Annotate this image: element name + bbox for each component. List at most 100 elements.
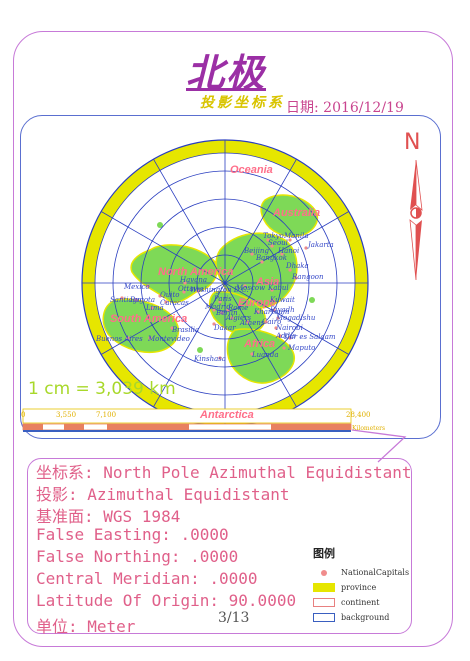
scale-bar: 0 3,550 7,100 28,400 Kilometers xyxy=(21,408,385,432)
city-label: Brasilia xyxy=(171,326,199,334)
legend-item-province: province xyxy=(313,580,413,595)
city-label: Montevideo xyxy=(147,335,190,343)
legend-label: NationalCapitals xyxy=(341,568,410,577)
info-unit: 单位: Meter xyxy=(36,617,136,636)
city-label: Lima xyxy=(145,304,164,312)
city-label: Mexico xyxy=(123,283,150,291)
north-arrow xyxy=(409,159,423,281)
city-label: Riyadh xyxy=(269,306,295,314)
island xyxy=(157,222,163,228)
city-label: Beijing xyxy=(243,247,269,255)
continent-label-antarctica: Antarctica xyxy=(199,409,254,421)
map-title: 北极 xyxy=(186,50,267,95)
land-australia xyxy=(260,194,319,238)
page-number: 3/13 xyxy=(218,610,250,626)
city-label: Quito xyxy=(160,291,180,299)
city-label: Bangkok xyxy=(255,254,287,262)
city-label: Hanoi xyxy=(277,247,299,255)
land-south-america xyxy=(102,298,180,354)
continent-label-oceania: Oceania xyxy=(230,164,273,176)
continent-label-australia: Australia xyxy=(272,207,320,219)
city-label: Kuwait xyxy=(269,296,295,304)
scale-tick: 28,400 xyxy=(346,411,371,419)
continent-label-africa: Africa xyxy=(243,338,275,350)
city-label: Washington D.C. xyxy=(190,286,249,294)
province-swatch-icon xyxy=(313,583,335,592)
island xyxy=(309,297,315,303)
legend: 图例 NationalCapitals province continent b… xyxy=(313,545,413,625)
info-latitude-origin: Latitude Of Origin: 90.0000 xyxy=(36,591,297,610)
legend-title: 图例 xyxy=(313,547,335,560)
north-label: N xyxy=(404,130,421,155)
info-datum: 基准面: WGS 1984 xyxy=(36,507,181,526)
info-central-meridian: Central Meridian: .0000 xyxy=(36,569,258,588)
legend-label: province xyxy=(341,583,377,592)
city-label: Paris xyxy=(213,295,232,303)
map-frame xyxy=(20,115,441,439)
city-label: Moscow xyxy=(235,284,265,292)
city-label: Athens xyxy=(239,319,265,327)
city-label: Rangoon xyxy=(291,273,324,281)
city-label: Cairo xyxy=(262,318,281,326)
city-label: Maputo xyxy=(287,344,315,352)
city-label: Bogota xyxy=(129,296,155,304)
island xyxy=(286,256,294,264)
continent-label-asia: Asia xyxy=(255,276,279,288)
continent-label-europe: Europe xyxy=(238,297,276,309)
landmasses xyxy=(102,194,319,384)
city-label: Khartoum xyxy=(253,308,290,316)
city-label: Kabul xyxy=(267,284,289,292)
continent-swatch-icon xyxy=(313,598,335,607)
info-projection: 投影: Azimuthal Equidistant xyxy=(36,485,290,504)
city-label: Caracas xyxy=(160,299,189,307)
city-label: Santiago xyxy=(110,296,141,304)
legend-item-background: background xyxy=(313,610,413,625)
land-north-america xyxy=(130,244,218,304)
page-frame xyxy=(13,31,453,647)
map-date: 日期: 2016/12/19 xyxy=(286,100,404,116)
continent-label-north-america: North America xyxy=(158,266,233,278)
legend-item-continent: continent xyxy=(313,595,413,610)
city-label: Kinshasa xyxy=(193,355,226,363)
legend-item-capitals: NationalCapitals xyxy=(313,565,413,580)
city-label: Havana xyxy=(179,276,207,284)
island xyxy=(197,347,203,353)
city-label: Nairobi xyxy=(275,324,303,332)
city-label: Rome xyxy=(227,304,248,312)
scale-unit: Kilometers xyxy=(352,425,385,432)
city-label: Seoul xyxy=(268,239,288,247)
legend-label: continent xyxy=(341,598,380,607)
city-label: Dakar xyxy=(213,324,236,332)
city-label: Dhaka xyxy=(285,262,309,270)
city-label: Berlin xyxy=(215,309,238,317)
city-markers: Tokyo Manila Seoul Beijing Hanoi Jakarta… xyxy=(95,232,336,363)
city-label: Jakarta xyxy=(306,241,334,249)
capital-marker-icon xyxy=(313,568,335,577)
scale-text: 1 cm = 3,039 km xyxy=(28,379,176,399)
legend-label: background xyxy=(341,613,390,622)
city-label: Mogadishu xyxy=(275,314,316,322)
city-label: Luanda xyxy=(251,351,279,359)
city-label: Tokyo xyxy=(263,232,284,240)
city-label: Buenos Aires xyxy=(95,335,143,343)
projection-info-box: 坐标系: North Pole Azimuthal Equidistant 投影… xyxy=(27,458,412,636)
info-coord-system: 坐标系: North Pole Azimuthal Equidistant xyxy=(36,463,412,482)
city-label: Madrid xyxy=(204,303,231,311)
info-false-northing: False Northing: .0000 xyxy=(36,547,239,566)
info-false-easting: False Easting: .0000 xyxy=(36,525,229,544)
city-label: Algiers xyxy=(225,314,252,322)
city-label: Dar es Salaam xyxy=(283,333,336,341)
scale-tick: 7,100 xyxy=(96,411,116,419)
graticule xyxy=(81,139,369,427)
map-subtitle: 投影坐标系 xyxy=(200,95,285,111)
continent-label-south-america: South America xyxy=(110,313,187,325)
city-label: Addis xyxy=(275,332,296,340)
land-africa xyxy=(226,328,295,384)
city-label: Ottawa xyxy=(178,285,204,293)
scale-tick: 0 xyxy=(21,411,25,419)
scale-tick: 3,550 xyxy=(56,411,76,419)
callout-connector xyxy=(351,429,407,463)
background-swatch-icon xyxy=(313,613,335,622)
city-label: Manila xyxy=(283,232,309,240)
